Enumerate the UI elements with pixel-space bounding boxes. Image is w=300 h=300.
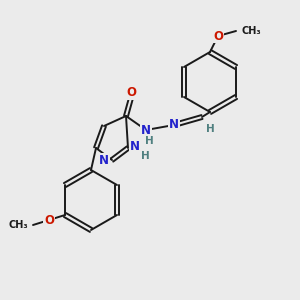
Text: H: H xyxy=(145,136,153,146)
Text: H: H xyxy=(141,151,149,161)
Text: O: O xyxy=(213,29,223,43)
Text: N: N xyxy=(169,118,179,131)
Text: N: N xyxy=(141,124,151,136)
Text: O: O xyxy=(44,214,54,226)
Text: N: N xyxy=(99,154,109,166)
Text: CH₃: CH₃ xyxy=(241,26,261,36)
Text: CH₃: CH₃ xyxy=(8,220,28,230)
Text: H: H xyxy=(206,124,214,134)
Text: O: O xyxy=(126,86,136,100)
Text: N: N xyxy=(130,140,140,152)
